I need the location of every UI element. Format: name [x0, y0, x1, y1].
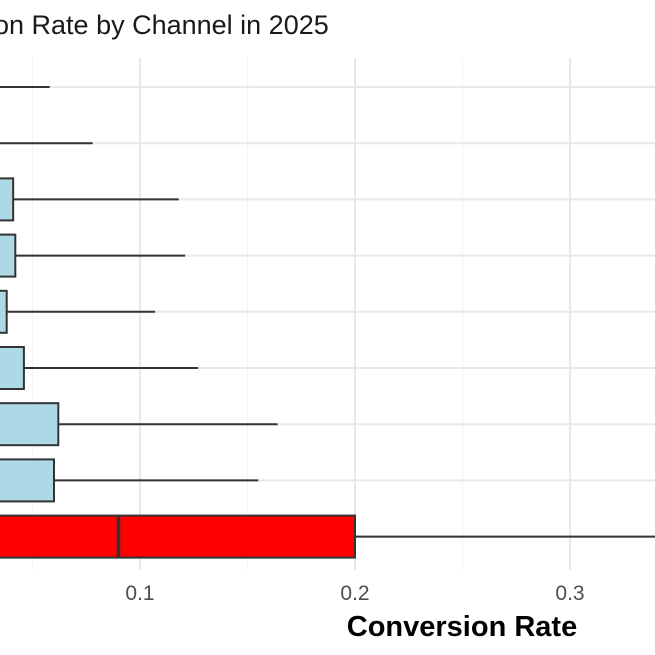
box-group — [0, 346, 199, 390]
x-axis-title: Conversion Rate — [347, 611, 577, 643]
box-group — [0, 86, 50, 88]
box-rect — [0, 233, 17, 278]
box-group — [0, 289, 156, 334]
box-rect — [0, 177, 15, 222]
x-tick-label: 0.1 — [125, 582, 154, 605]
box-group — [0, 177, 179, 222]
box-rect — [0, 402, 60, 447]
box-group — [0, 458, 259, 503]
box-rect — [0, 346, 25, 390]
box-group — [0, 142, 93, 145]
box-group — [0, 233, 186, 278]
box-rect — [0, 289, 8, 334]
box-group — [0, 402, 278, 447]
grid-lines — [0, 58, 655, 570]
x-axis-ticks: 0.1 0.2 0.3 — [125, 582, 584, 605]
box-group — [0, 514, 655, 559]
x-tick-label: 0.2 — [340, 582, 369, 605]
box-series — [0, 86, 655, 559]
x-tick-label: 0.3 — [555, 582, 584, 605]
box-rect — [0, 514, 356, 559]
chart-title: on Rate by Channel in 2025 — [0, 10, 329, 40]
box-rect — [0, 458, 55, 503]
